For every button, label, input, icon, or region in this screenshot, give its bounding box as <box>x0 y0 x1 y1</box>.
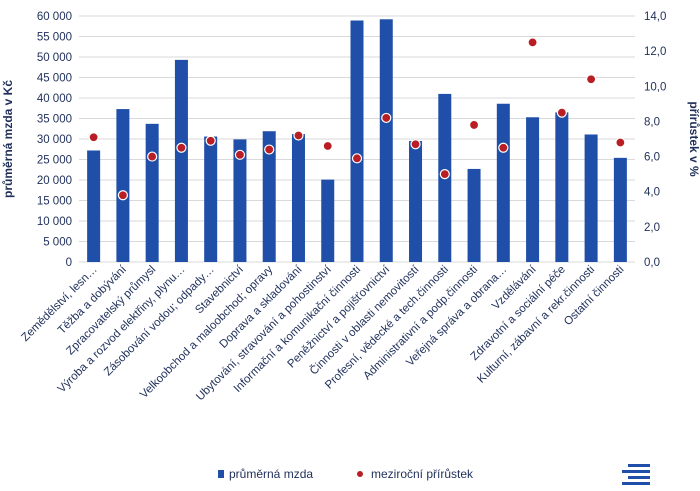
bar <box>262 131 276 262</box>
marker-point <box>556 107 567 118</box>
y2-tick-label: 4,0 <box>644 187 660 199</box>
legend: průměrná mzda meziroční přírůstek <box>218 467 474 481</box>
bar <box>145 123 159 262</box>
bar <box>321 179 335 262</box>
y-tick-label: 30 000 <box>37 134 72 146</box>
y2-tick-label: 0,0 <box>644 257 660 269</box>
bar <box>613 157 627 262</box>
y-tick-label: 0 <box>66 257 72 269</box>
bar <box>233 139 247 262</box>
y-tick-label: 5 000 <box>43 237 72 249</box>
marker-point <box>234 149 246 160</box>
csu-logo <box>622 464 650 485</box>
marker-point <box>615 137 626 148</box>
y-tick-label: 55 000 <box>37 32 72 44</box>
bar <box>409 141 423 262</box>
y-tick-label: 15 000 <box>37 196 72 208</box>
y2-tick-label: 12,0 <box>644 46 666 58</box>
bar <box>350 20 364 263</box>
y-tick-label: 40 000 <box>37 93 72 105</box>
legend-bar-label: průměrná mzda <box>229 467 313 481</box>
category-labels: Zemědělství, lesn…Těžba a dobýváníZpraco… <box>19 262 626 403</box>
bar <box>496 103 510 263</box>
legend-bar-swatch <box>218 470 224 478</box>
bar <box>584 134 598 262</box>
bar <box>555 112 569 262</box>
y-tick-label: 45 000 <box>37 73 72 85</box>
y2-tick-label: 6,0 <box>644 152 660 164</box>
y2-tick-label: 14,0 <box>644 11 666 23</box>
y2-axis-label: přírůstek v % <box>687 101 700 177</box>
marker-point <box>586 74 597 85</box>
marker-point <box>176 142 187 153</box>
marker-point <box>439 169 450 180</box>
marker-series <box>88 37 626 201</box>
bar-series <box>87 19 627 263</box>
marker-point <box>293 130 304 141</box>
y-axis-ticks: 0 5 000 10 000 15 000 20 000 25 000 30 000 35 0… <box>37 11 72 269</box>
marker-point <box>468 119 480 131</box>
y2-tick-label: 10,0 <box>644 81 666 93</box>
legend-marker-swatch <box>357 471 363 477</box>
marker-point <box>205 135 216 146</box>
bar <box>291 134 305 262</box>
y-tick-label: 60 000 <box>37 11 72 23</box>
marker-point <box>147 151 158 162</box>
marker-point <box>498 142 509 153</box>
bar <box>526 117 540 263</box>
bar <box>87 150 101 262</box>
marker-point <box>381 112 392 124</box>
y-tick-label: 35 000 <box>37 114 72 126</box>
bar <box>379 19 393 263</box>
bar <box>204 136 218 262</box>
bar <box>116 109 130 262</box>
y2-tick-label: 8,0 <box>644 116 660 128</box>
marker-point <box>410 139 421 150</box>
bar <box>174 59 188 263</box>
y-axis-label: průměrná mzda v Kč <box>1 80 15 198</box>
y-tick-label: 10 000 <box>37 216 72 228</box>
marker-point <box>527 37 538 48</box>
y-tick-label: 20 000 <box>37 175 72 187</box>
marker-point <box>117 190 128 201</box>
y2-tick-label: 2,0 <box>644 222 660 234</box>
marker-point <box>351 153 363 164</box>
marker-point <box>88 132 99 143</box>
y-tick-label: 50 000 <box>37 52 72 64</box>
y2-axis-ticks: 0,0 2,0 4,0 6,0 8,0 10,0 12,0 14,0 <box>644 11 666 269</box>
marker-point <box>264 144 275 155</box>
legend-marker-label: meziroční přírůstek <box>371 467 474 481</box>
bar <box>467 168 481 262</box>
y-tick-label: 25 000 <box>37 155 72 167</box>
marker-point <box>322 140 333 152</box>
